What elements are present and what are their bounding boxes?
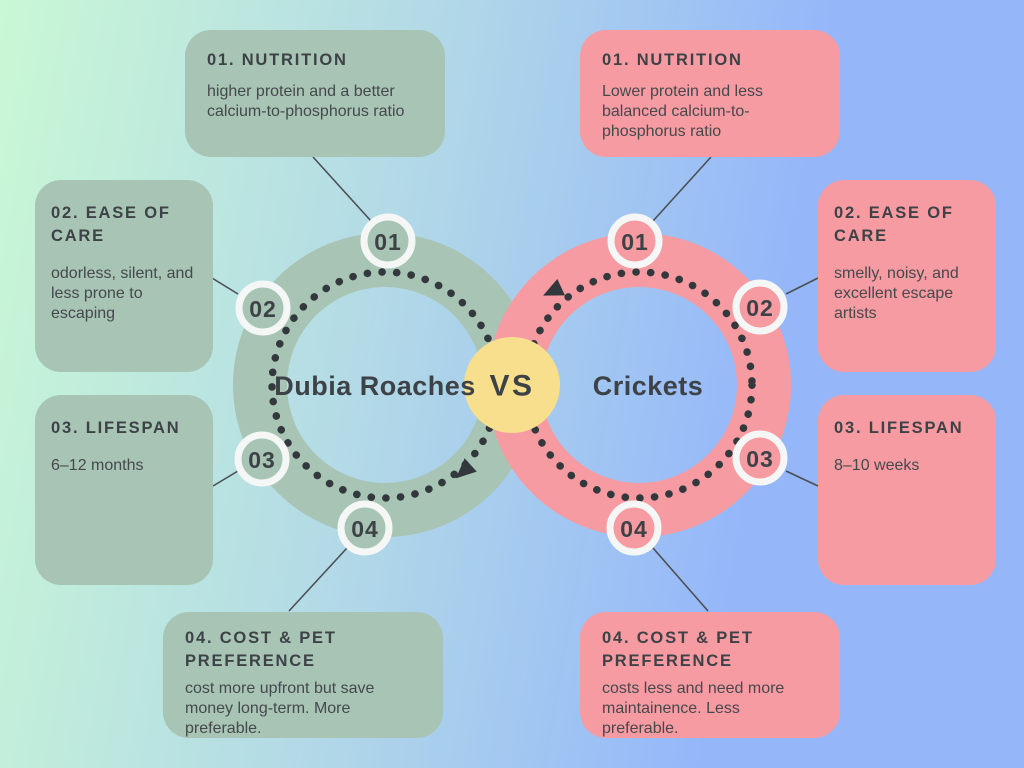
connector-right-4	[652, 547, 709, 612]
left-node-01-label: 01	[374, 229, 402, 255]
right-node-04	[606, 500, 662, 556]
right-node-02-label: 02	[746, 295, 774, 321]
connector-left-2	[211, 277, 239, 295]
left-node-03	[234, 431, 290, 487]
card-body: odorless, silent, and less prone to esca…	[51, 265, 194, 322]
right-node-04-label: 04	[620, 516, 648, 542]
left-direction-arrow-icon	[455, 458, 477, 479]
right-node-03	[732, 430, 788, 486]
right-ring-title: Crickets	[593, 371, 704, 401]
vs-label: VS	[489, 370, 534, 403]
connector-left-1	[312, 156, 372, 222]
right-node-01	[607, 213, 663, 269]
card-body: smelly, noisy, and excellent escape arti…	[834, 265, 959, 322]
connector-right-1	[652, 156, 712, 222]
card-body: 8–10 weeks	[834, 457, 920, 475]
left-node-02	[235, 280, 291, 336]
card-title: 04. COST & PET PREFERENCE	[185, 629, 337, 671]
left-node-04-label: 04	[351, 516, 379, 542]
card-body: costs less and need more maintainence. L…	[602, 680, 785, 737]
card-title: 02. EASE OF CARE	[834, 204, 954, 246]
card-title: 03. LIFESPAN	[834, 419, 964, 437]
card-left-nutrition: 01. NUTRITION higher protein and a bette…	[185, 30, 445, 157]
card-right-cost: 04. COST & PET PREFERENCE costs less and…	[580, 612, 840, 738]
card-body: Lower protein and less balanced calcium-…	[602, 83, 763, 140]
left-node-03-label: 03	[248, 447, 276, 473]
left-ring-title: Dubia Roaches	[274, 371, 476, 401]
card-body: cost more upfront but save money long-te…	[185, 680, 375, 737]
card-right-ease-of-care: 02. EASE OF CARE smelly, noisy, and exce…	[818, 180, 996, 372]
left-node-01	[360, 213, 416, 269]
card-left-cost: 04. COST & PET PREFERENCE cost more upfr…	[163, 612, 443, 738]
right-node-01-label: 01	[621, 229, 649, 255]
right-node-02	[732, 279, 788, 335]
connector-right-2	[785, 277, 819, 295]
left-node-02-label: 02	[249, 296, 277, 322]
left-node-04	[337, 500, 393, 556]
connector-left-4	[288, 547, 348, 612]
card-left-ease-of-care: 02. EASE OF CARE odorless, silent, and l…	[35, 180, 213, 372]
right-nodes: 01 02 03 04	[606, 213, 788, 556]
card-right-lifespan: 03. LIFESPAN 8–10 weeks	[818, 395, 996, 585]
card-title: 04. COST & PET PREFERENCE	[602, 629, 754, 671]
right-direction-arrow-icon	[543, 279, 565, 296]
vs-badge	[464, 337, 560, 433]
card-right-nutrition: 01. NUTRITION Lower protein and less bal…	[580, 30, 840, 157]
card-title: 03. LIFESPAN	[51, 419, 181, 437]
connector-lines	[211, 156, 819, 612]
card-title: 01. NUTRITION	[602, 51, 743, 69]
right-node-03-label: 03	[746, 446, 774, 472]
card-left-lifespan: 03. LIFESPAN 6–12 months	[35, 395, 213, 585]
card-title: 01. NUTRITION	[207, 51, 348, 69]
card-title: 02. EASE OF CARE	[51, 204, 171, 246]
card-body: higher protein and a better calcium-to-p…	[207, 83, 405, 120]
card-body: 6–12 months	[51, 457, 144, 475]
connector-left-3	[212, 470, 239, 487]
connector-right-3	[785, 470, 819, 487]
left-nodes: 01 02 03 04	[234, 213, 416, 556]
